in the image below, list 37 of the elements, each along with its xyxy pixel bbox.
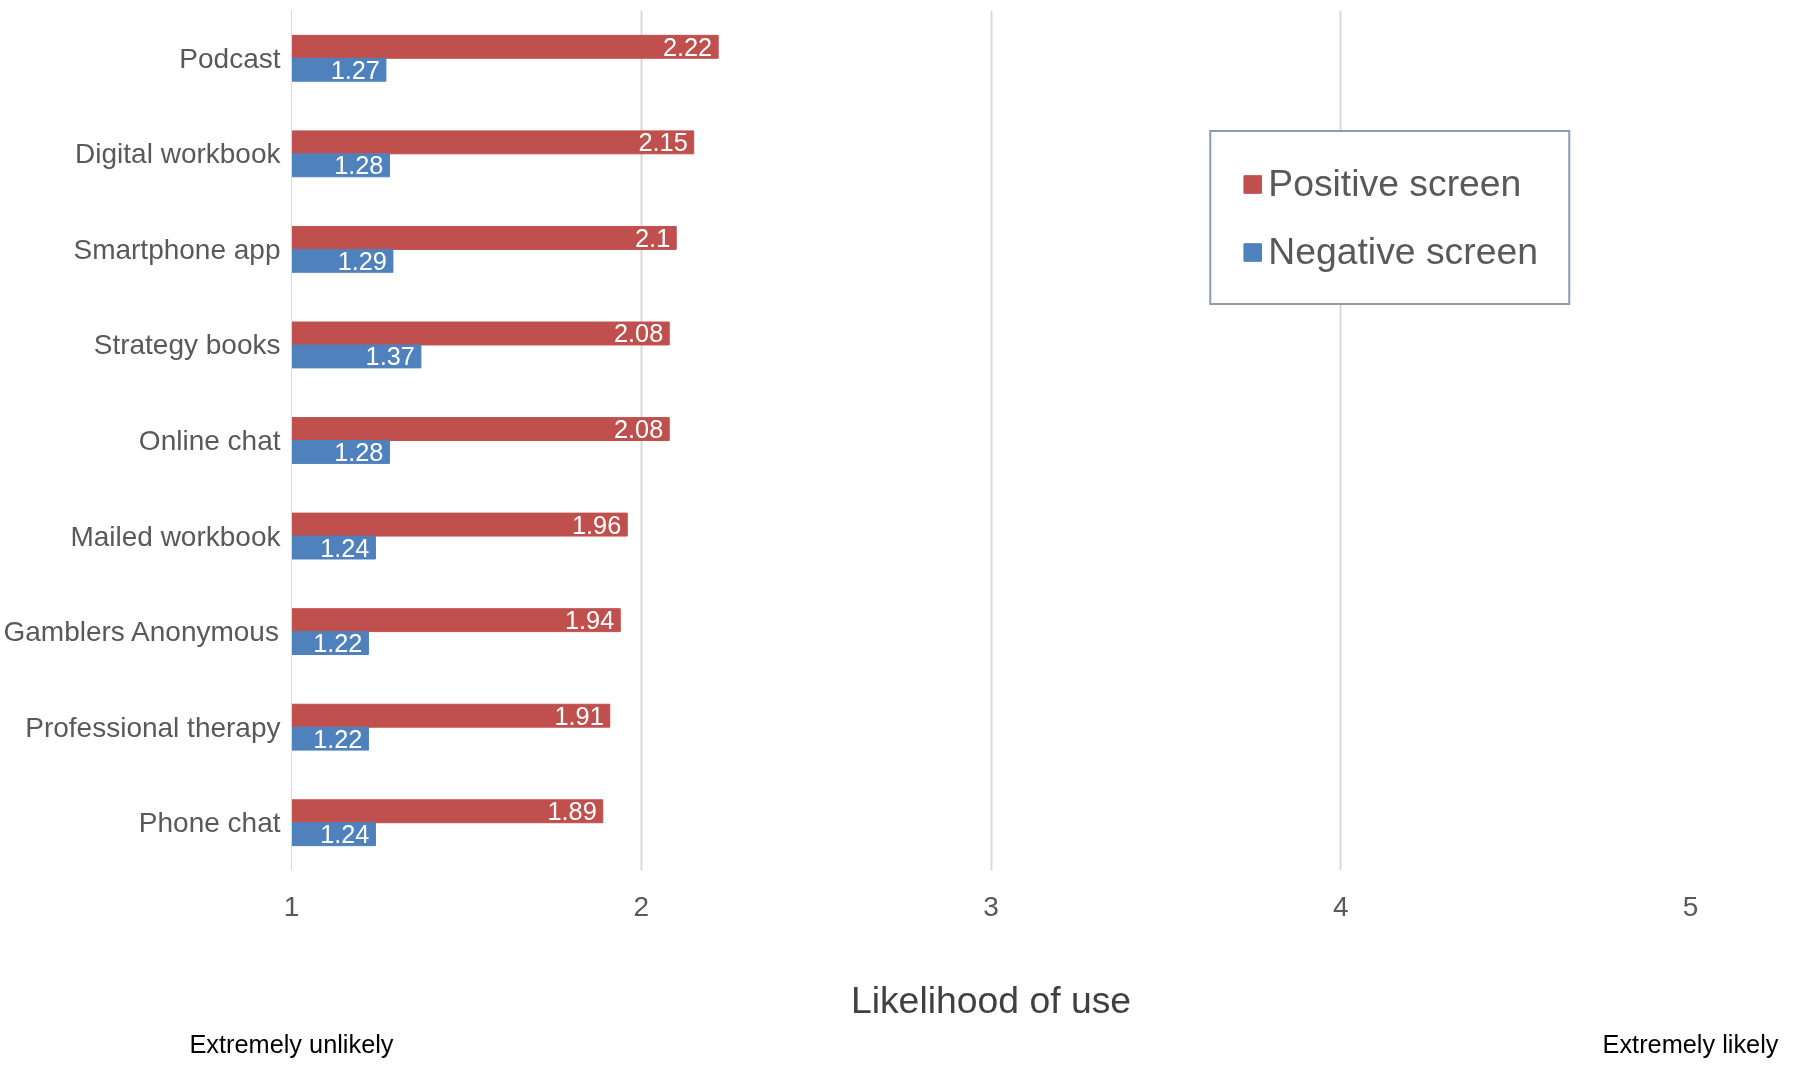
data-label: 1.27 bbox=[330, 55, 380, 84]
y-tick-label: Strategy books bbox=[93, 329, 281, 361]
y-tick-label: Smartphone app bbox=[73, 233, 281, 265]
data-label: 2.08 bbox=[613, 415, 664, 444]
data-label: 2.15 bbox=[638, 128, 688, 157]
y-tick-label: Phone chat bbox=[138, 807, 281, 839]
y-tick-label: Podcast bbox=[179, 42, 281, 74]
y-tick-label: Gamblers Anonymous bbox=[3, 616, 279, 648]
data-label: 1.22 bbox=[313, 724, 363, 753]
data-label: 1.91 bbox=[554, 701, 604, 730]
data-label: 2.22 bbox=[662, 32, 713, 61]
x-tick-label: 5 bbox=[1682, 890, 1699, 922]
y-tick-label: Mailed workbook bbox=[70, 520, 282, 552]
x-tick-label: 4 bbox=[1332, 890, 1349, 922]
text: Extremely likely bbox=[1602, 1029, 1779, 1058]
data-label: 1.24 bbox=[320, 533, 370, 562]
data-label: 2.1 bbox=[635, 223, 671, 252]
data-label: 1.89 bbox=[547, 797, 597, 826]
legend-label: Positive screen bbox=[1268, 162, 1522, 205]
data-label: 1.94 bbox=[564, 606, 615, 635]
text: Extremely unlikely bbox=[189, 1029, 394, 1058]
data-label: 1.22 bbox=[313, 629, 363, 658]
data-label: 1.96 bbox=[571, 510, 622, 539]
x-tick-label: 3 bbox=[983, 890, 999, 922]
x-tick-label: 2 bbox=[633, 890, 650, 922]
data-label: 1.28 bbox=[334, 151, 384, 180]
x-axis-title: Likelihood of use bbox=[850, 978, 1132, 1021]
x-tick-label: 1 bbox=[283, 890, 300, 922]
data-label: 1.37 bbox=[365, 342, 415, 371]
data-label: 1.28 bbox=[334, 437, 384, 466]
data-label: 2.08 bbox=[613, 319, 664, 348]
y-tick-label: Online chat bbox=[138, 425, 281, 456]
y-tick-label: Professional therapy bbox=[25, 711, 281, 743]
legend-label: Negative screen bbox=[1268, 230, 1538, 273]
y-tick-label: Digital workbook bbox=[75, 138, 282, 170]
data-label: 1.24 bbox=[320, 820, 370, 849]
data-label: 1.29 bbox=[337, 246, 387, 275]
